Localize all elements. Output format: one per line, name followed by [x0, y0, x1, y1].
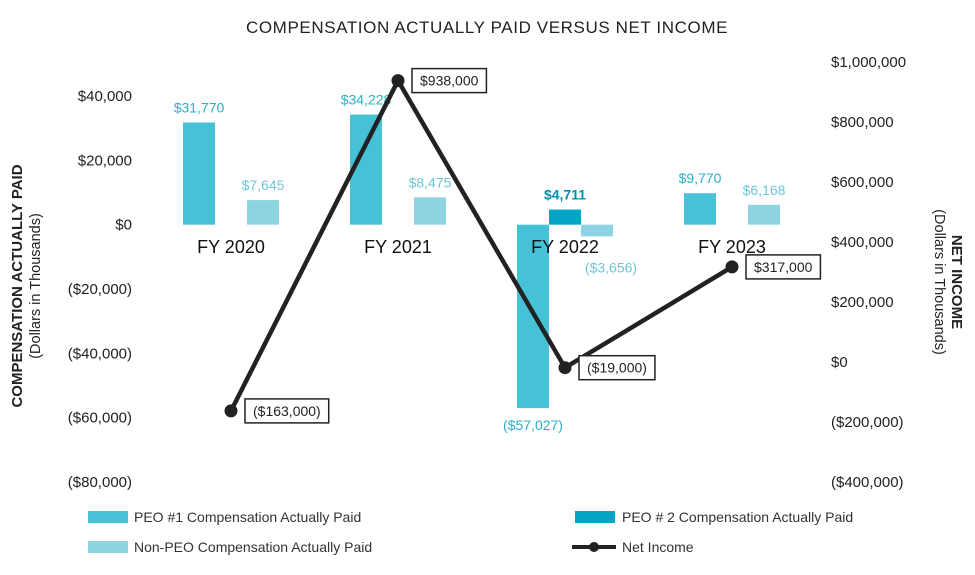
net-income-point-fy-2021 — [391, 74, 405, 88]
left-tick-label: ($40,000) — [68, 345, 132, 362]
legend-item-peo1: PEO #1 Compensation Actually Paid — [88, 509, 361, 525]
net-income-label-box — [578, 354, 656, 381]
right-axis-ticks: $1,000,000 $800,000 $600,000 $400,000 $200,0… — [831, 54, 906, 491]
legend-label-net-income: Net Income — [622, 539, 694, 555]
bar-label-non-peo-compensation-actually-paid-fy-2022: ($3,656) — [585, 259, 637, 275]
legend-marker-net-income — [589, 542, 599, 552]
net-income-label-text: ($19,000) — [587, 360, 647, 376]
legend-item-non-peo: Non-PEO Compensation Actually Paid — [88, 539, 372, 555]
bar-non-peo-compensation-actually-paid-fy-2021 — [414, 197, 446, 225]
left-axis-ticks: $40,000 $20,000 $0 ($20,000) ($40,000) ($60,0… — [68, 88, 132, 491]
bar-label-peo-1-compensation-actually-paid-fy-2023: $9,770 — [679, 170, 722, 186]
net-income-label-box — [244, 398, 330, 424]
left-axis-title: COMPENSATION ACTUALLY PAID (Dollars in T… — [9, 164, 44, 407]
net-income-label-text: $317,000 — [754, 259, 813, 275]
right-axis-title: NET INCOME (Dollars in Thousands) — [931, 209, 965, 355]
bar-label-non-peo-compensation-actually-paid-fy-2023: $6,168 — [743, 182, 786, 198]
net-income-label-box — [411, 67, 488, 94]
net-income-label-fy-2021: $938,000 — [411, 67, 488, 94]
bar-label-peo-1-compensation-actually-paid-fy-2020: $31,770 — [174, 99, 225, 115]
right-tick-label: $400,000 — [831, 234, 894, 251]
bar-peo-1-compensation-actually-paid-fy-2023 — [684, 193, 716, 225]
legend: PEO #1 Compensation Actually Paid PEO # … — [88, 509, 853, 555]
net-income-label-fy-2020: ($163,000) — [244, 398, 330, 424]
net-income-labels: ($163,000) $938,000 ($19,000) $317,000 — [244, 67, 822, 424]
legend-label-peo1: PEO #1 Compensation Actually Paid — [134, 509, 361, 525]
net-income-label-text: ($163,000) — [253, 403, 321, 419]
bar-peo-1-compensation-actually-paid-fy-2020 — [183, 122, 215, 225]
net-income-label-text: $938,000 — [420, 73, 479, 89]
net-income-label-fy-2023: $317,000 — [745, 254, 822, 280]
right-tick-label: $200,000 — [831, 294, 894, 311]
category-label-fy-2023: FY 2023 — [698, 237, 766, 257]
bar-label-peo-2-compensation-actually-paid-fy-2022: $4,711 — [544, 187, 586, 203]
net-income-point-fy-2022 — [558, 361, 572, 375]
net-income-polyline — [228, 75, 734, 412]
category-label-fy-2021: FY 2021 — [364, 237, 432, 257]
bar-peo-2-compensation-actually-paid-fy-2022 — [549, 209, 581, 225]
bars — [183, 114, 780, 409]
right-tick-label: ($400,000) — [831, 474, 904, 491]
bar-non-peo-compensation-actually-paid-fy-2023 — [748, 204, 780, 225]
right-tick-label: $0 — [831, 354, 848, 371]
left-axis-sublabel: (Dollars in Thousands) — [28, 213, 44, 359]
right-tick-label: $600,000 — [831, 174, 894, 191]
legend-swatch-non-peo — [88, 541, 128, 553]
net-income-label-box — [745, 254, 822, 280]
legend-item-net-income: Net Income — [572, 539, 694, 555]
left-tick-label: $20,000 — [78, 152, 132, 169]
left-tick-label: $0 — [115, 217, 132, 234]
legend-item-peo2: PEO # 2 Compensation Actually Paid — [575, 509, 853, 525]
bar-label-peo-1-compensation-actually-paid-fy-2021: $34,228 — [341, 92, 392, 108]
net-income-point-fy-2023 — [725, 260, 739, 274]
right-tick-label: ($200,000) — [831, 414, 904, 431]
category-label-fy-2020: FY 2020 — [197, 237, 265, 257]
bar-label-non-peo-compensation-actually-paid-fy-2020: $7,645 — [242, 177, 285, 193]
legend-swatch-peo2 — [575, 511, 615, 523]
bar-non-peo-compensation-actually-paid-fy-2022 — [581, 224, 613, 237]
left-tick-label: ($20,000) — [68, 281, 132, 298]
left-tick-label: $40,000 — [78, 88, 132, 105]
bar-label-peo-1-compensation-actually-paid-fy-2022: ($57,027) — [503, 417, 563, 433]
right-tick-label: $1,000,000 — [831, 54, 906, 71]
bar-non-peo-compensation-actually-paid-fy-2020 — [247, 200, 279, 225]
net-income-point-fy-2020 — [224, 404, 238, 418]
net-income-label-fy-2022: ($19,000) — [578, 354, 656, 381]
left-axis-label: COMPENSATION ACTUALLY PAID — [9, 164, 26, 407]
legend-swatch-peo1 — [88, 511, 128, 523]
right-axis-label: NET INCOME — [948, 235, 965, 329]
legend-label-peo2: PEO # 2 Compensation Actually Paid — [622, 509, 853, 525]
bar-label-non-peo-compensation-actually-paid-fy-2021: $8,475 — [409, 174, 452, 190]
right-axis-sublabel: (Dollars in Thousands) — [931, 209, 947, 355]
left-tick-label: ($80,000) — [68, 474, 132, 491]
legend-label-non-peo: Non-PEO Compensation Actually Paid — [134, 539, 372, 555]
chart-title: COMPENSATION ACTUALLY PAID VERSUS NET IN… — [246, 18, 728, 37]
left-tick-label: ($60,000) — [68, 410, 132, 427]
right-tick-label: $800,000 — [831, 114, 894, 131]
net-income-line — [224, 74, 739, 418]
category-label-fy-2022: FY 2022 — [531, 237, 599, 257]
bar-labels: $31,770 $34,228 ($57,027) $9,770 $4,711 $7,64… — [174, 92, 786, 434]
category-labels: FY 2020 FY 2021 FY 2022 FY 2023 — [197, 237, 766, 257]
